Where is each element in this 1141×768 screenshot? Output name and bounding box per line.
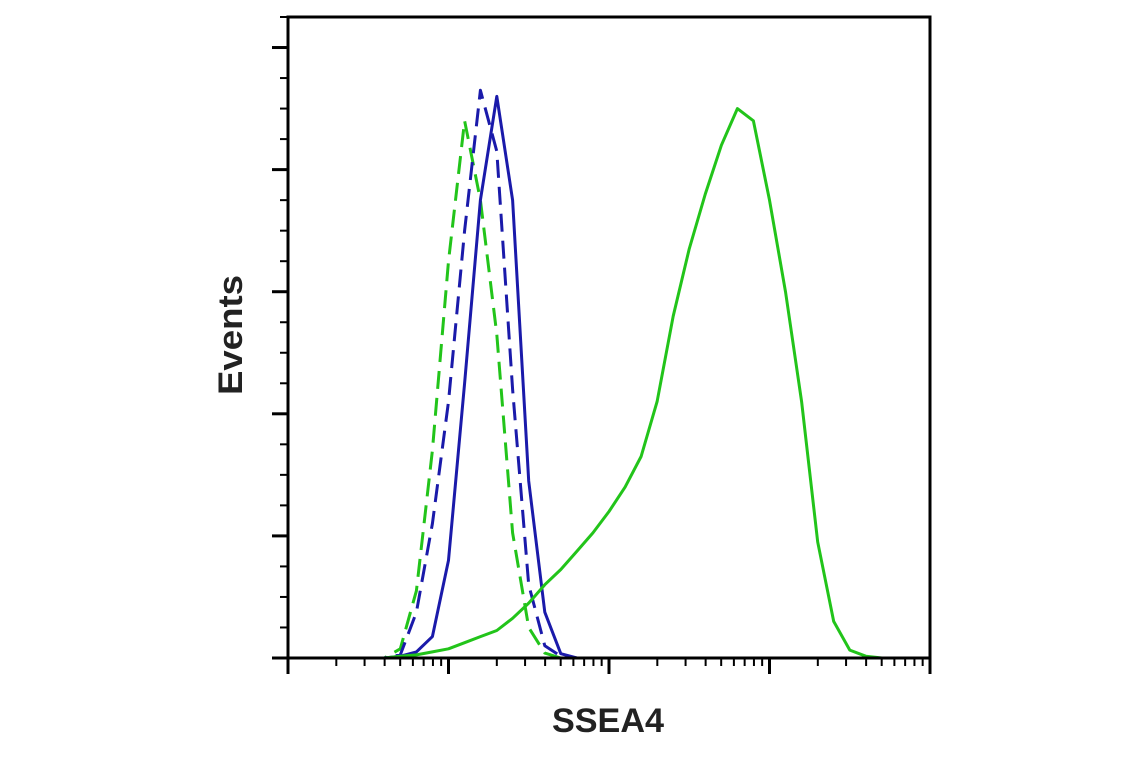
y-axis-label: Events	[212, 275, 250, 395]
series-line	[288, 119, 930, 660]
plot-frame	[286, 15, 932, 660]
x-axis-label: SSEA4	[552, 702, 664, 740]
series-line	[288, 88, 930, 660]
series-line	[288, 107, 930, 660]
series-line	[288, 94, 930, 660]
